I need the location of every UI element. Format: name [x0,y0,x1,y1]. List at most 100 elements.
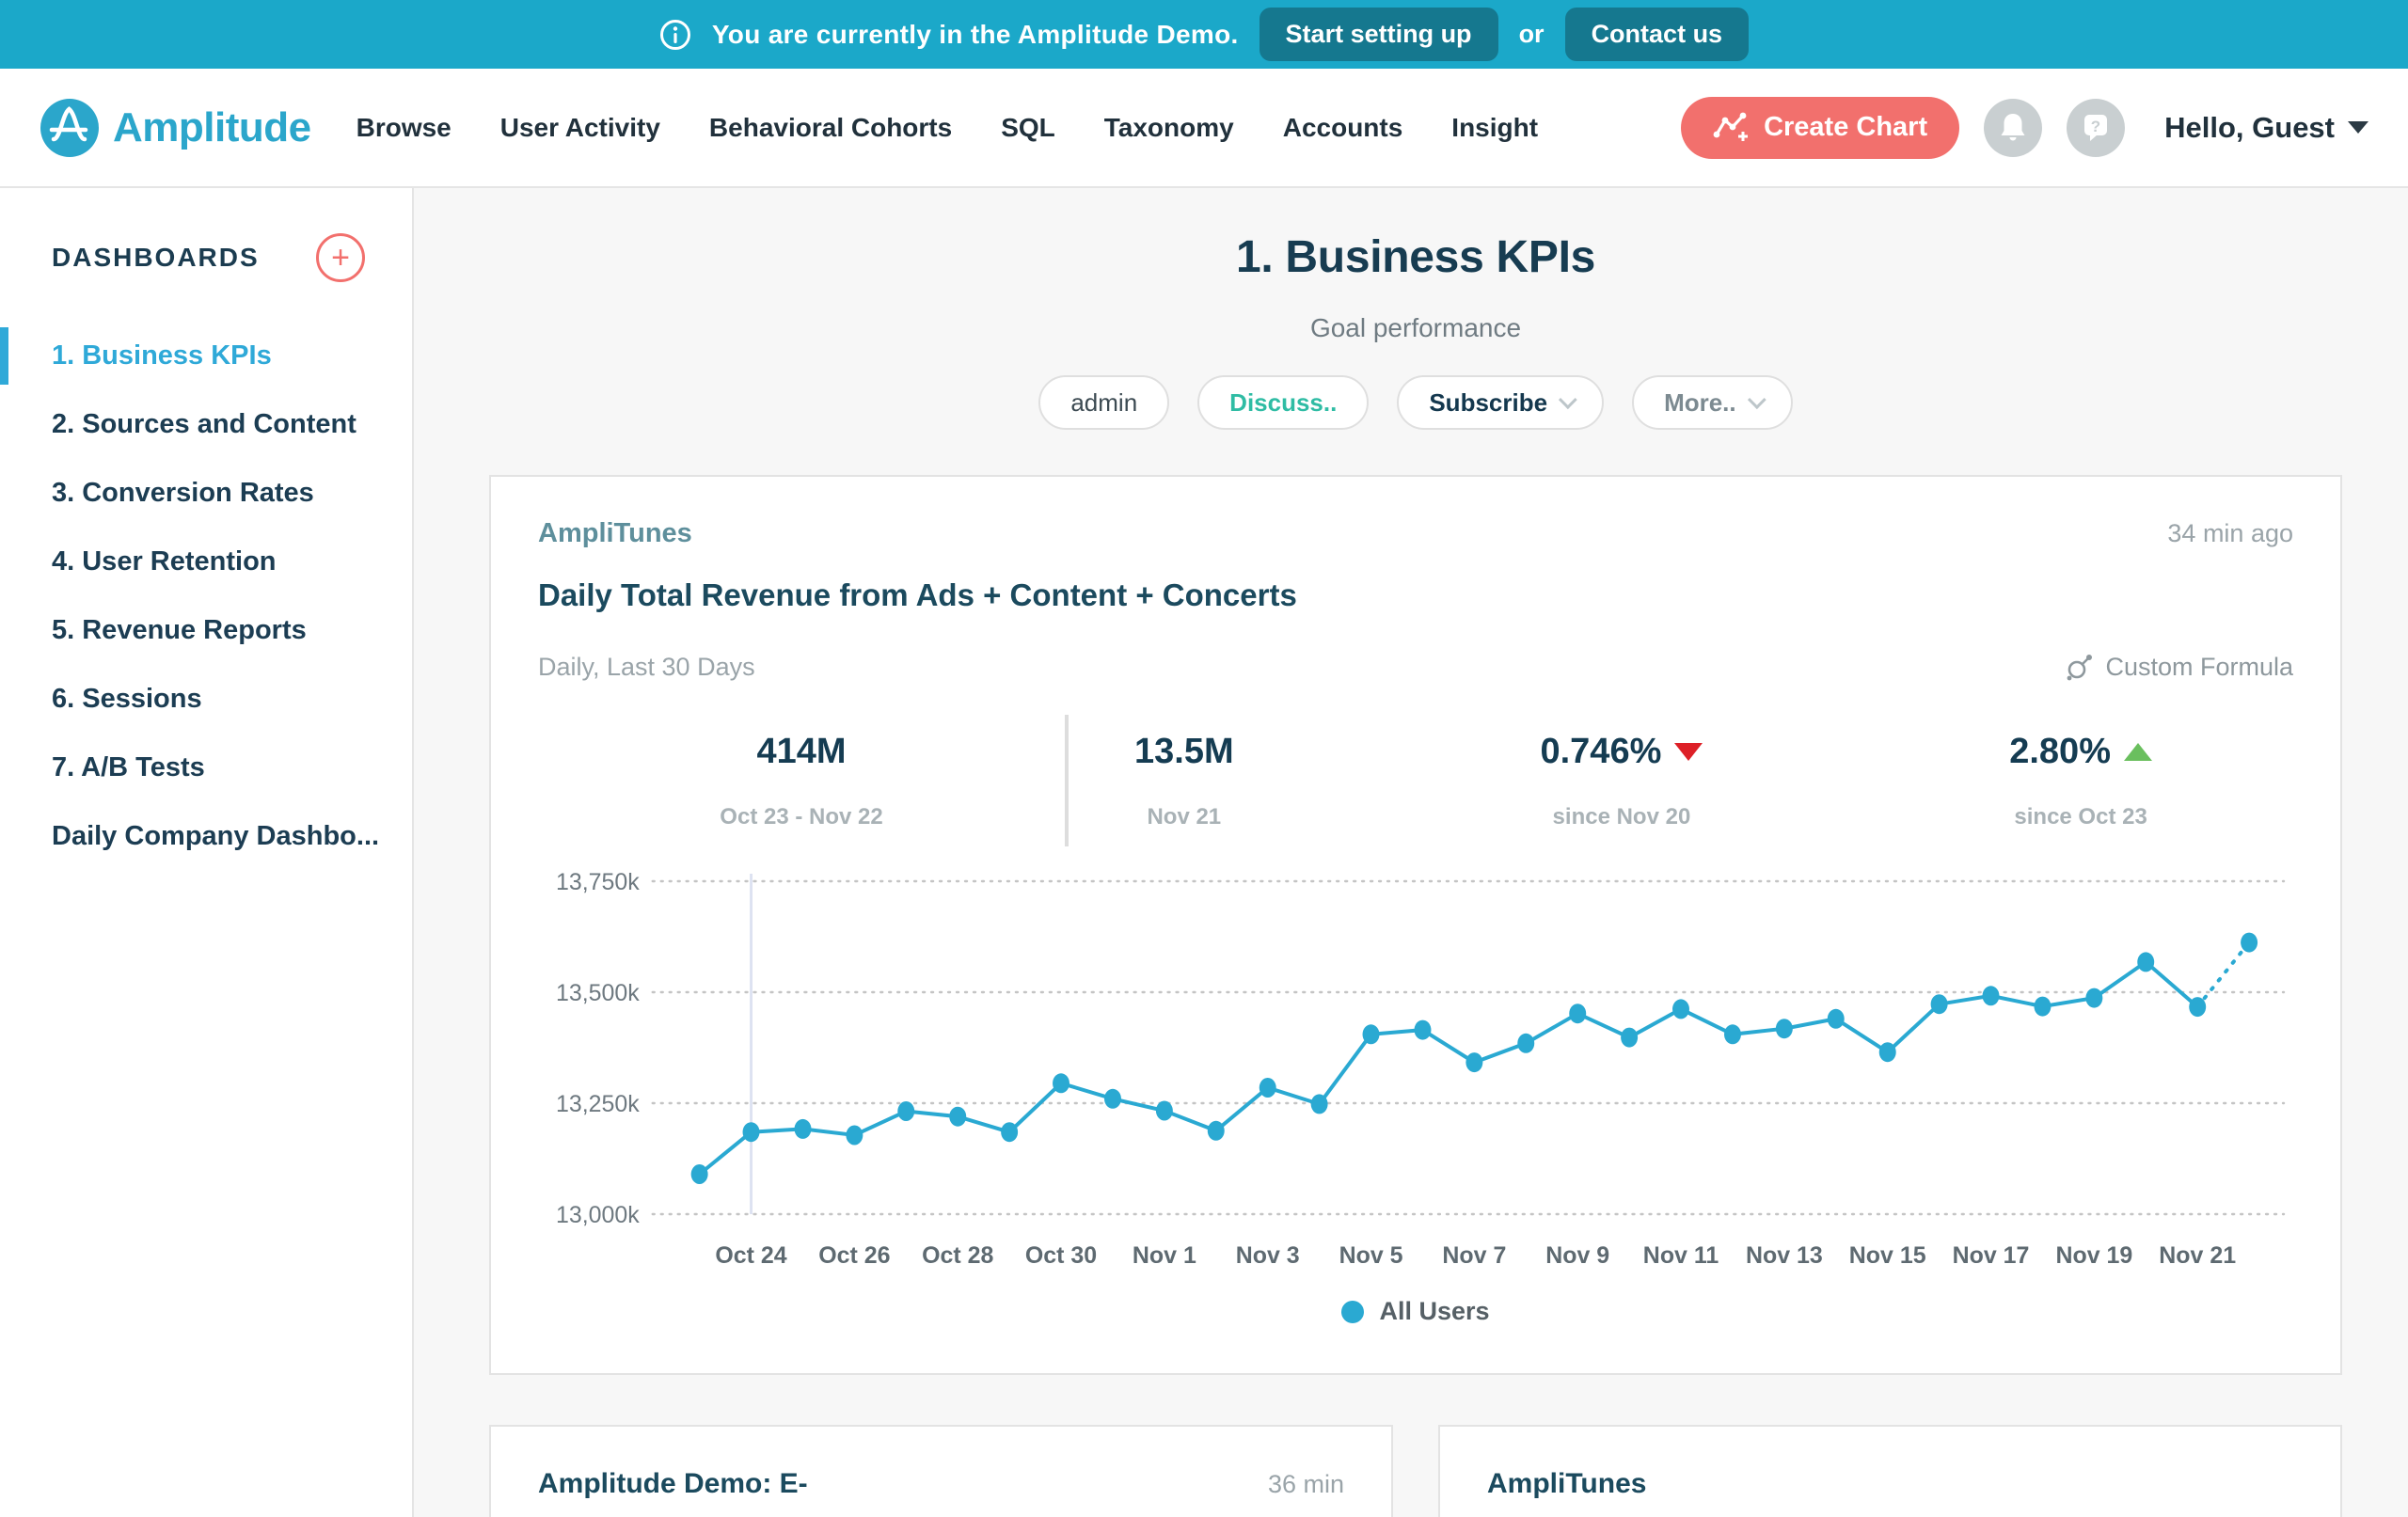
svg-text:Nov 21: Nov 21 [2159,1242,2236,1269]
amplitude-logo[interactable]: Amplitude [40,98,311,158]
create-chart-label: Create Chart [1764,112,1928,142]
bottom-cards-row: Amplitude Demo: E- 36 min AmpliTunes [489,1425,2342,1517]
mini-card-title: Amplitude Demo: E- [538,1468,808,1499]
formula-icon [2067,654,2093,680]
add-dashboard-button[interactable]: + [316,233,365,282]
sidebar-item-7-a-b-tests[interactable]: 7. A/B Tests [52,752,205,782]
ecommerce-card[interactable]: Amplitude Demo: E- 36 min [489,1425,1393,1517]
svg-text:13,500k: 13,500k [556,980,640,1006]
sidebar-item-4-user-retention[interactable]: 4. User Retention [52,546,277,577]
amplitunes-card[interactable]: AmpliTunes [1438,1425,2342,1517]
svg-text:Nov 5: Nov 5 [1339,1242,1403,1269]
svg-text:Nov 13: Nov 13 [1746,1242,1823,1269]
stat-latest: 13.5M Nov 21 [1134,732,1234,830]
custom-formula-button[interactable]: Custom Formula [2066,653,2293,682]
sidebar-item-1-business-kpis[interactable]: 1. Business KPIs [0,322,412,390]
svg-text:Nov 9: Nov 9 [1545,1242,1609,1269]
svg-text:Nov 3: Nov 3 [1236,1242,1300,1269]
brand-name: Amplitude [113,103,311,150]
top-navigation: Amplitude Browse User Activity Behavioral … [0,69,2408,188]
chevron-down-icon [1747,390,1766,410]
nav-item-sql[interactable]: SQL [1001,112,1055,142]
dashboards-header: DASHBOARDS [52,243,260,272]
line-chart[interactable]: 13,000k 13,250k 13,500k 13,750k Oct 24 Oct 26… [538,859,2293,1291]
svg-text:Nov 15: Nov 15 [1849,1242,1926,1269]
card-date-range: Daily, Last 30 Days [538,653,755,681]
nav-item-taxonomy[interactable]: Taxonomy [1103,112,1234,142]
svg-text:13,250k: 13,250k [556,1091,640,1117]
sidebar-item-5-revenue-reports[interactable]: 5. Revenue Reports [52,615,307,645]
notifications-button[interactable] [1984,98,2043,157]
svg-text:Nov 17: Nov 17 [1953,1242,2030,1269]
amplitude-logo-icon [40,98,99,157]
start-setting-up-button[interactable]: Start setting up [1259,8,1498,61]
card-title-link[interactable]: Daily Total Revenue from Ads + Content +… [538,577,1297,612]
greeting-label: Hello, Guest [2164,110,2335,144]
create-chart-button[interactable]: Create Chart [1681,96,1960,159]
mini-card-updated: 36 min [1267,1470,1344,1498]
stat-value: 414M [756,731,847,771]
stat-total: 414M Oct 23 - Nov 22 [538,732,1065,830]
line-chart-canvas: 13,000k 13,250k 13,500k 13,750k Oct 24 Oct 26… [556,869,2286,1269]
sidebar-item-6-sessions[interactable]: 6. Sessions [52,684,202,714]
svg-text:?: ? [2091,118,2100,135]
svg-text:Nov 1: Nov 1 [1133,1242,1196,1269]
stat-label: Oct 23 - Nov 22 [720,803,883,830]
sidebar-item-3-conversion-rates[interactable]: 3. Conversion Rates [52,478,314,508]
chevron-down-icon [1558,390,1577,410]
svg-text:Oct 26: Oct 26 [818,1242,890,1269]
banner-or-text: or [1518,20,1545,48]
card-source-link[interactable]: AmpliTunes [538,518,692,548]
subscribe-label: Subscribe [1429,387,1548,417]
banner-message: You are currently in the Amplitude Demo. [711,19,1239,49]
nav-item-accounts[interactable]: Accounts [1282,112,1403,142]
stat-change-daily: 0.746% since Nov 20 [1540,732,1703,830]
nav-item-user-activity[interactable]: User Activity [499,112,660,142]
dashboard-list: 1. Business KPIs 2. Sources and Content 3.… [0,322,412,871]
sidebar-item-2-sources-and-content[interactable]: 2. Sources and Content [52,409,356,439]
svg-text:Nov 11: Nov 11 [1643,1242,1719,1269]
more-label: More.. [1664,387,1736,417]
kpi-stats-row: 414M Oct 23 - Nov 22 13.5M Nov 21 0.746%… [538,710,2293,851]
legend-series-label: All Users [1379,1297,1490,1325]
nav-item-browse[interactable]: Browse [356,112,452,142]
svg-text:Nov 19: Nov 19 [2055,1242,2132,1269]
nav-item-behavioral-cohorts[interactable]: Behavioral Cohorts [708,112,953,142]
trend-up-icon [2123,742,2152,761]
svg-text:Oct 28: Oct 28 [922,1242,993,1269]
chart-plus-icon [1713,112,1749,141]
svg-text:Nov 7: Nov 7 [1442,1242,1506,1269]
discuss-button[interactable]: Discuss.. [1197,375,1370,430]
sidebar-item-daily-company-dashbo-[interactable]: Daily Company Dashbo... [52,821,380,851]
stat-value: 2.80% [2009,731,2111,771]
bell-icon [2001,113,2025,140]
info-icon [659,19,690,50]
help-button[interactable]: ? [2067,98,2126,157]
main-content: 1. Business KPIs Goal performance admin … [414,188,2408,1517]
nav-right-cluster: Create Chart ? Hello, Guest [1681,96,2368,159]
chart-legend: All Users [538,1297,2293,1326]
contact-us-button[interactable]: Contact us [1564,8,1750,61]
user-menu[interactable]: Hello, Guest [2164,111,2368,145]
page-subtitle: Goal performance [1309,313,1522,342]
trend-down-icon [1674,742,1703,761]
legend-series-dot [1341,1300,1365,1323]
main-menu: Browse User Activity Behavioral Cohorts SQL… [356,113,1538,143]
more-button[interactable]: More.. [1632,375,1793,430]
sidebar: DASHBOARDS + 1. Business KPIs 2. Sources … [0,188,414,1517]
stat-value: 13.5M [1134,731,1234,771]
page-title: 1. Business KPIs [1235,232,1596,282]
nav-item-insight[interactable]: Insight [1451,112,1539,142]
stat-label: since Nov 20 [1552,803,1691,830]
custom-formula-label: Custom Formula [2105,653,2293,681]
card-updated-timestamp: 34 min ago [2167,519,2293,547]
demo-banner: You are currently in the Amplitude Demo.… [0,0,2408,69]
question-icon: ? [2084,114,2108,141]
stat-value: 0.746% [1540,731,1662,771]
subscribe-button[interactable]: Subscribe [1397,375,1605,430]
svg-text:Oct 30: Oct 30 [1025,1242,1097,1269]
stat-change-period: 2.80% since Oct 23 [2009,732,2152,830]
admin-badge[interactable]: admin [1038,375,1170,430]
stats-divider [1065,715,1069,846]
svg-text:Oct 24: Oct 24 [715,1242,786,1269]
